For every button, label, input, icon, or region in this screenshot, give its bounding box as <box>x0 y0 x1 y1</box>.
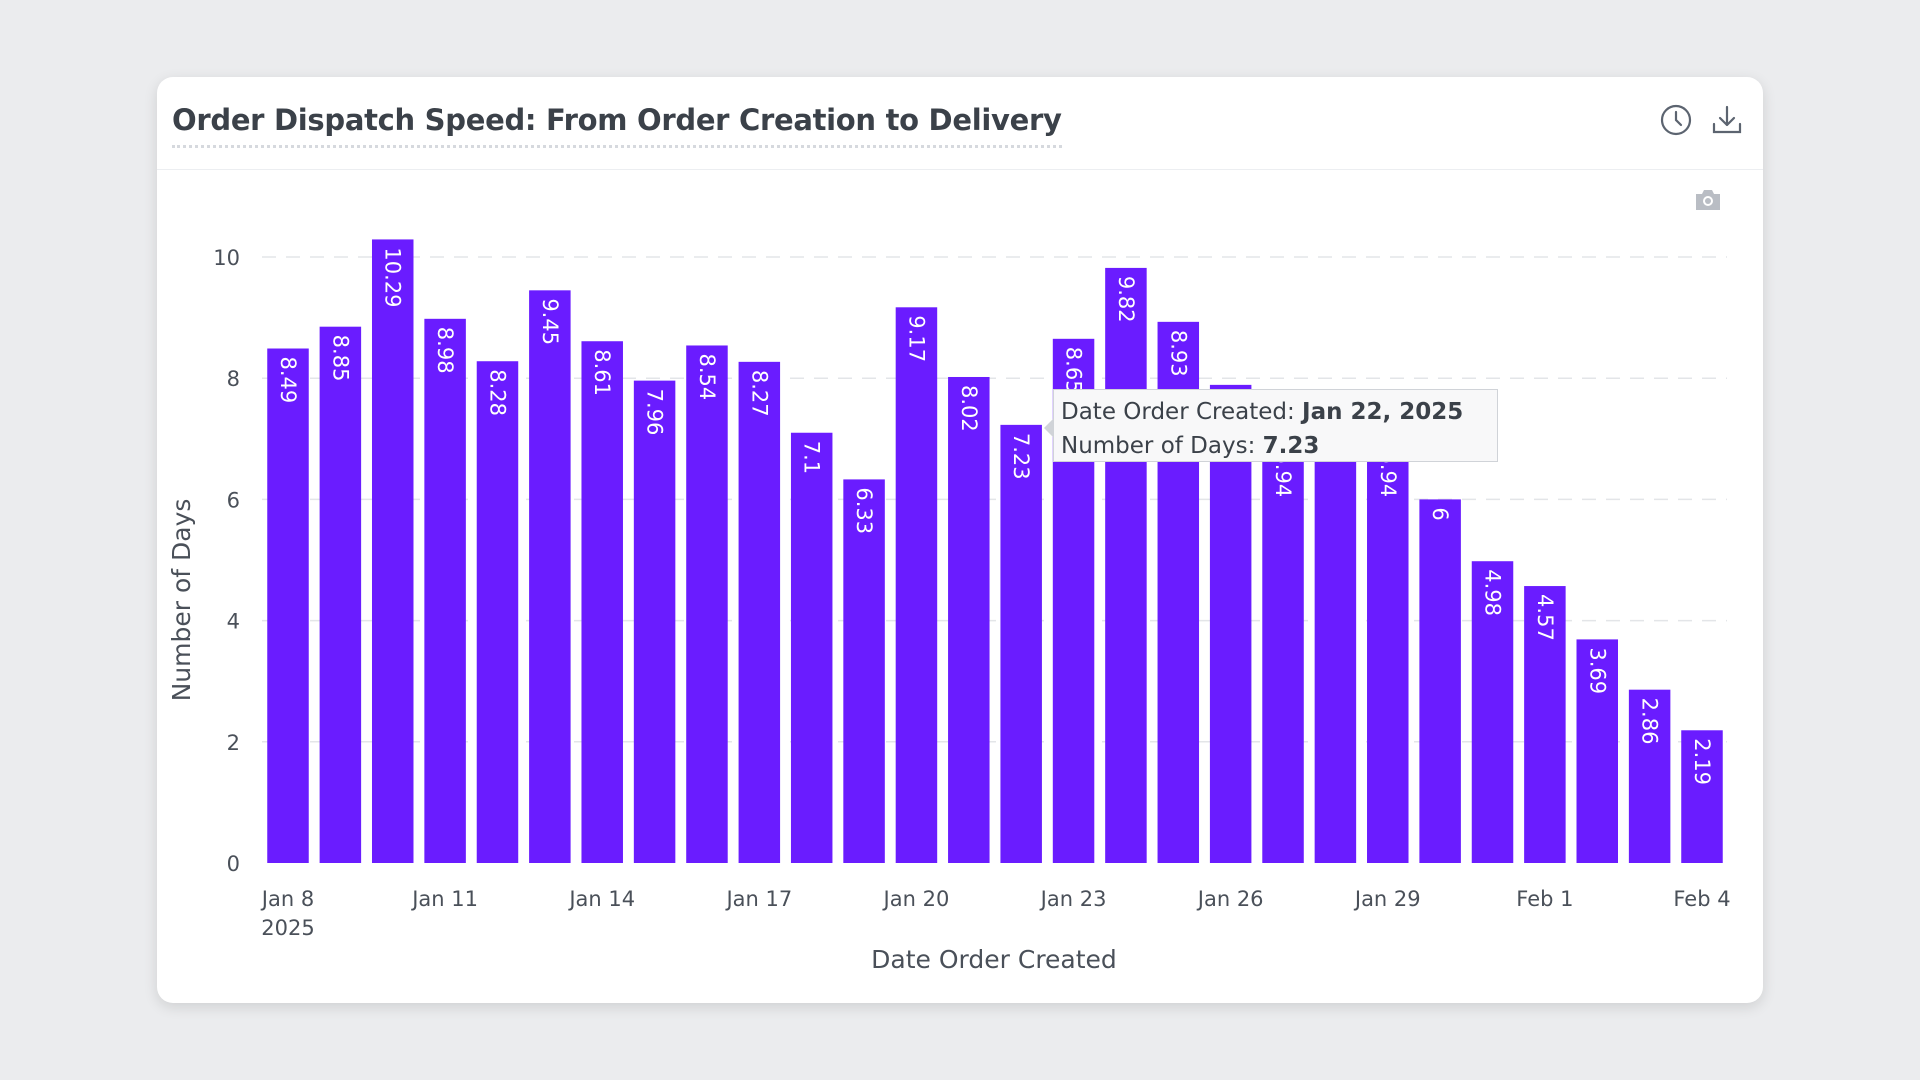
bar <box>581 341 623 863</box>
y-tick-label: 6 <box>227 488 240 512</box>
bar-data-label: 7.96 <box>643 389 667 436</box>
bar-data-label: 4.57 <box>1533 594 1557 641</box>
bar <box>948 376 990 863</box>
bar <box>686 345 728 863</box>
x-tick-label: Feb 1 <box>1516 887 1573 911</box>
y-tick-label: 8 <box>227 367 240 391</box>
x-tick-label: Jan 11 <box>410 887 478 911</box>
bar <box>1105 267 1147 864</box>
bar <box>895 307 938 864</box>
tooltip-value-label: Number of Days: <box>1061 433 1263 459</box>
x-tick-label: Jan 26 <box>1196 887 1264 911</box>
bar-data-label: 10.29 <box>381 247 405 307</box>
bar <box>424 318 466 863</box>
bar-data-label: 8.93 <box>1166 330 1190 377</box>
bar-data-label: 8.28 <box>485 369 509 416</box>
tooltip-value-value: 7.23 <box>1262 433 1320 459</box>
bar <box>1000 424 1042 863</box>
bar-data-label: 6.33 <box>852 487 876 534</box>
bar-data-label: 8.54 <box>695 353 719 400</box>
x-tick-label: Jan 14 <box>567 887 635 911</box>
y-tick-label: 2 <box>227 731 240 755</box>
bar <box>1262 442 1304 863</box>
chart-title: Order Dispatch Speed: From Order Creatio… <box>172 103 1062 148</box>
tooltip-arrow <box>1044 418 1054 438</box>
download-icon[interactable] <box>1710 103 1744 137</box>
bar <box>790 432 833 863</box>
bar <box>319 326 362 863</box>
x-tick-label: Jan 17 <box>724 887 792 911</box>
x-tick-label: Jan 23 <box>1039 887 1107 911</box>
x-tick-label: 2025 <box>261 916 314 940</box>
bar <box>1471 561 1514 863</box>
bar-data-label: 7.1 <box>800 441 824 474</box>
y-tick-label: 0 <box>227 852 240 876</box>
bar-data-label: 8.61 <box>590 349 614 396</box>
bar <box>633 380 676 863</box>
tooltip-value-row: Number of Days: 7.23 <box>1061 429 1497 463</box>
bar <box>1314 420 1357 863</box>
bar-data-label: 7.23 <box>1009 433 1033 480</box>
x-axis-title: Date Order Created <box>871 945 1117 974</box>
y-tick-label: 10 <box>213 246 240 270</box>
tooltip-date-row: Date Order Created: Jan 22, 2025 <box>1061 395 1497 429</box>
bar-data-label: 8.49 <box>276 357 300 404</box>
bar-data-label: 9.45 <box>538 298 562 345</box>
bar-data-label: 8.02 <box>957 385 981 432</box>
x-tick-label: Jan 29 <box>1353 887 1421 911</box>
bar <box>371 239 414 863</box>
clock-icon[interactable] <box>1659 103 1693 137</box>
bar-data-label: 9.82 <box>1114 276 1138 323</box>
bar <box>1681 730 1723 863</box>
bar <box>267 348 309 864</box>
bar <box>1524 586 1566 863</box>
camera-icon[interactable] <box>1693 187 1723 213</box>
bar <box>1419 499 1461 863</box>
bar-data-label: 8.65 <box>1062 347 1086 394</box>
bar-data-label: 2.86 <box>1638 698 1662 745</box>
bar-data-label: 8.98 <box>433 327 457 374</box>
tooltip-date-label: Date Order Created: <box>1061 399 1303 425</box>
bar <box>476 361 519 863</box>
x-tick-label: Feb 4 <box>1673 887 1730 911</box>
x-tick-label: Jan 20 <box>882 887 950 911</box>
bar <box>843 479 885 863</box>
bar-data-label: 4.98 <box>1481 569 1505 616</box>
bar-data-label: 8.27 <box>747 370 771 417</box>
bar <box>1209 384 1252 863</box>
tooltip-date-value: Jan 22, 2025 <box>1302 399 1464 425</box>
hover-tooltip: Date Order Created: Jan 22, 2025 Number … <box>1044 389 1498 463</box>
y-axis-title: Number of Days <box>167 499 196 702</box>
bar-data-label: 6 <box>1428 507 1452 520</box>
bar-data-label: 3.69 <box>1585 647 1609 694</box>
bar <box>738 361 781 863</box>
bar <box>529 290 571 864</box>
bar <box>1628 689 1671 863</box>
header-divider <box>157 169 1763 170</box>
x-tick-label: Jan 8 <box>260 887 314 911</box>
bar <box>1367 442 1409 863</box>
y-tick-label: 4 <box>227 610 240 634</box>
bar <box>1576 639 1618 863</box>
bar-data-label: 8.85 <box>328 335 352 382</box>
bar-data-label: 9.17 <box>904 315 928 362</box>
bar-data-label: 2.19 <box>1690 738 1714 785</box>
